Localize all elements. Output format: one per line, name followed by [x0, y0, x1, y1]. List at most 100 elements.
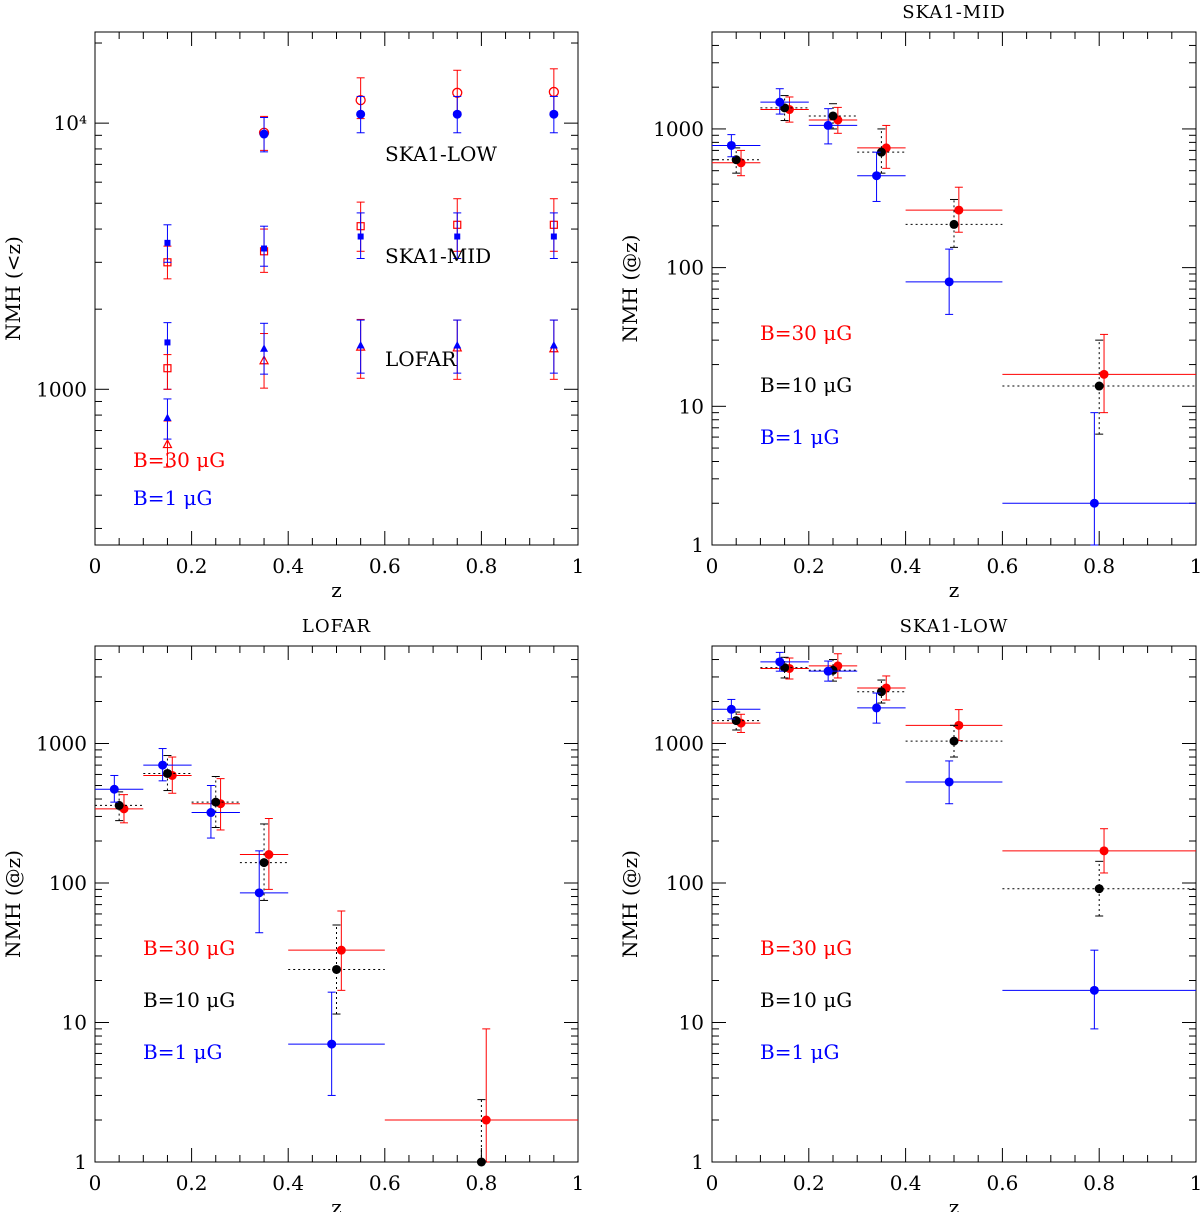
data-point	[211, 797, 221, 807]
data-point	[162, 438, 173, 449]
data-point	[944, 277, 954, 287]
data-point	[549, 109, 559, 119]
annotation-ska1-mid: SKA1-MID	[385, 244, 491, 268]
data-point	[731, 155, 741, 165]
data-point	[726, 704, 736, 714]
x-axis-label: z	[949, 578, 960, 602]
x-tick-label: 0.4	[890, 554, 922, 578]
series-b-10-g	[712, 656, 1196, 917]
data-point	[775, 97, 785, 107]
legend-entry: B=10 μG	[143, 988, 235, 1012]
x-tick-label: 0.4	[272, 554, 304, 578]
data-point	[261, 245, 268, 252]
data-point	[876, 147, 886, 157]
x-tick-label: 0.6	[369, 1171, 401, 1195]
data-point	[356, 109, 366, 119]
data-point	[828, 111, 838, 121]
data-point	[452, 109, 462, 119]
x-tick-label: 0.2	[793, 554, 825, 578]
y-tick-label: 1	[691, 533, 704, 557]
x-tick-label: 0.2	[176, 1171, 208, 1195]
data-point	[1099, 369, 1109, 379]
data-point	[259, 129, 269, 139]
data-point	[1094, 884, 1104, 894]
x-axis-label: z	[331, 1195, 342, 1212]
data-point	[954, 205, 964, 215]
panel-title: LOFAR	[302, 616, 371, 637]
data-point	[731, 716, 741, 726]
series-b-10-g	[712, 95, 1196, 435]
series-b-1-g	[95, 748, 385, 1096]
x-tick-label: 0.8	[1083, 1171, 1115, 1195]
legend-entry: B=1 μG	[760, 425, 840, 449]
legend-entry: B=10 μG	[760, 373, 852, 397]
series-b-30-g	[712, 96, 1196, 414]
series-lofar-b-30-g-square-z-0-15-	[163, 354, 172, 390]
data-point	[254, 888, 264, 898]
x-tick-label: 0.2	[176, 554, 208, 578]
plot-frame	[94, 645, 579, 1163]
annotation-lofar: LOFAR	[385, 347, 457, 371]
series-b-10-g	[95, 755, 578, 1167]
series-b-30-g	[712, 653, 1196, 874]
x-tick-label: 0.8	[465, 1171, 497, 1195]
x-tick-label: 0	[706, 1171, 719, 1195]
data-point	[954, 720, 964, 730]
x-tick-label: 0.6	[986, 554, 1018, 578]
legend-entry: B=10 μG	[760, 988, 852, 1012]
data-point	[872, 171, 882, 181]
data-point	[949, 736, 959, 746]
data-point	[357, 233, 364, 240]
legend-entry: B=30 μG	[133, 448, 225, 472]
data-point	[775, 657, 785, 667]
panel-title: SKA1-MID	[902, 2, 1006, 23]
x-tick-label: 1	[1190, 1171, 1200, 1195]
data-point	[481, 1115, 491, 1125]
x-tick-label: 1	[572, 1171, 585, 1195]
data-point	[164, 239, 171, 246]
y-tick-label: 1000	[653, 117, 704, 141]
data-point	[454, 233, 461, 240]
data-point	[1099, 846, 1109, 856]
data-point	[332, 964, 341, 974]
y-tick-label: 100	[666, 256, 704, 280]
series-b-1-g	[712, 651, 1196, 1030]
y-tick-label: 1000	[36, 732, 87, 756]
data-point	[356, 341, 365, 349]
y-tick-label: 10⁴	[54, 111, 87, 135]
data-point	[1089, 985, 1099, 995]
y-tick-label: 100	[666, 871, 704, 895]
data-point	[823, 120, 833, 130]
panel-title: SKA1-LOW	[900, 616, 1009, 637]
y-axis-label: NMH (@z)	[1, 850, 25, 958]
series-b-30-g	[95, 756, 578, 1163]
data-point	[876, 687, 886, 697]
panel-bottom-left: 0 0.2 0.4 0.6 0.8 1 z 1 10 100 1000 NMH (@z) LOFAR B=…	[1, 616, 584, 1212]
data-point	[336, 945, 346, 955]
data-point	[109, 784, 119, 794]
data-point	[726, 140, 736, 150]
y-axis-label: NMH (@z)	[618, 850, 642, 958]
series-b-1-g	[712, 88, 1196, 546]
data-point	[823, 666, 833, 676]
y-tick-label: 1000	[653, 732, 704, 756]
y-tick-label: 1	[74, 1150, 87, 1174]
y-tick-label: 100	[49, 871, 87, 895]
x-tick-label: 0.6	[369, 554, 401, 578]
data-point	[259, 858, 269, 868]
data-point	[549, 341, 558, 349]
data-point	[550, 233, 557, 240]
y-tick-label: 1	[691, 1150, 704, 1174]
x-tick-label: 0.4	[890, 1171, 922, 1195]
series-ska1-low-b-30-g	[258, 68, 559, 151]
plot-frame	[711, 645, 1197, 1163]
series-lofar-b-1-g	[163, 319, 558, 440]
y-tick-label: 10	[679, 1011, 704, 1035]
y-axis-label: NMH (@z)	[618, 235, 642, 343]
data-point	[327, 1039, 337, 1049]
data-point	[260, 344, 269, 352]
annotation-ska1-low: SKA1-LOW	[385, 142, 497, 166]
data-point	[949, 219, 959, 229]
y-tick-label: 10	[62, 1011, 87, 1035]
data-point	[162, 768, 172, 778]
